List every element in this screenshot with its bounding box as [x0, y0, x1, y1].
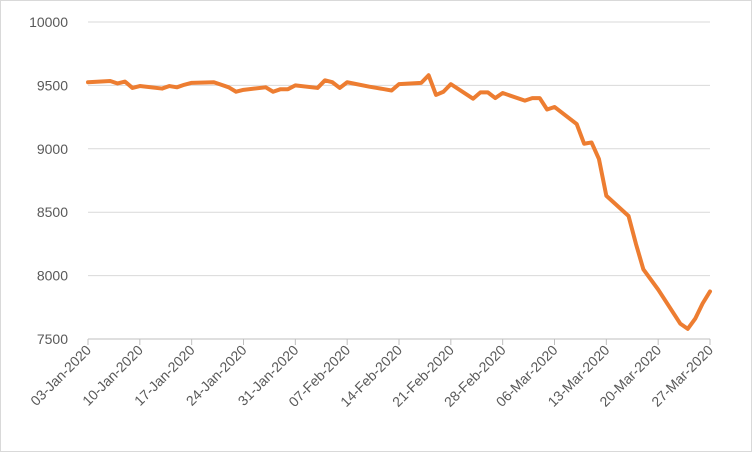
y-tick-label: 8000 [37, 268, 68, 284]
y-tick-label: 7500 [37, 331, 68, 347]
y-tick-label: 8500 [37, 204, 68, 220]
y-tick-label: 9500 [37, 77, 68, 93]
y-tick-label: 10000 [29, 14, 68, 30]
line-series [86, 73, 712, 331]
y-tick-label: 9000 [37, 141, 68, 157]
